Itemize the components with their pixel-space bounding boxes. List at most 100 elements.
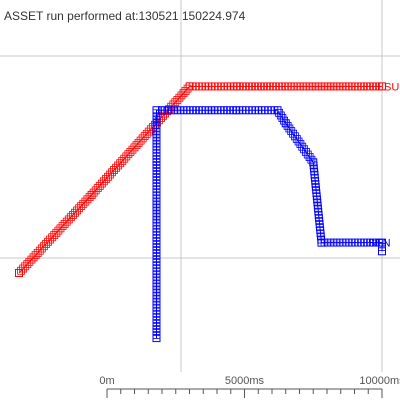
series-line-su [18,85,382,274]
series-sen [152,106,386,343]
sample-marker [169,100,178,109]
sample-marker [116,159,125,168]
sample-marker [66,213,75,222]
sample-marker [27,255,36,264]
sample-marker [29,253,38,262]
sample-marker [46,235,55,244]
sample-marker [124,150,133,159]
sample-marker [112,163,121,172]
sample-marker [37,244,46,253]
sample-marker [183,84,192,93]
sample-marker [48,233,57,242]
sample-marker [44,237,52,246]
sample-marker [307,155,316,164]
x-tick-label: 10000ms [359,375,400,387]
sample-marker [58,222,67,231]
sample-marker [106,170,114,179]
sample-marker [95,181,104,190]
grid [0,0,400,372]
sample-marker [181,87,190,95]
sample-marker [101,175,110,183]
sample-marker [83,195,92,204]
data-point [15,269,23,277]
data-point [378,247,386,256]
chart-title: ASSET run performed at:130521 150224.974 [4,9,246,23]
sample-marker [17,266,25,275]
sample-marker [375,238,383,247]
sample-marker [114,161,123,170]
sample-marker [62,217,71,226]
sample-marker [60,219,69,228]
series-label-su: SU [384,81,399,93]
x-axis: 0m 5000ms 10000ms [99,375,400,398]
data-point [87,190,96,199]
sample-marker [270,106,279,115]
sample-marker [173,96,182,104]
sample-marker [54,226,63,235]
sample-marker [35,246,44,255]
sample-marker [85,193,94,202]
sample-marker [23,260,32,268]
sample-marker [39,242,48,251]
sample-marker [157,114,165,122]
sample-marker [91,186,100,195]
sample-marker [136,136,145,145]
sample-marker [138,134,147,143]
series-labels: SU SEN [368,81,399,249]
sample-marker [77,202,86,210]
sample-marker [179,89,188,98]
sample-marker [118,157,127,165]
sample-marker [122,152,131,161]
sample-marker [375,82,383,91]
x-axis-tick-labels: 0m 5000ms 10000ms [99,375,400,387]
sample-marker [31,251,40,260]
sample-marker [130,143,139,152]
sample-marker [89,188,98,197]
sample-marker [42,240,50,248]
sample-marker [52,228,61,237]
sample-marker [134,138,143,147]
sample-marker [25,257,34,266]
sample-marker [177,91,186,100]
sample-marker [140,132,149,141]
sample-marker [152,109,161,118]
series-label-sen: SEN [368,238,391,250]
sample-marker [71,208,79,217]
sample-marker [120,154,129,163]
sample-marker [132,141,141,150]
x-axis-ticks [106,389,383,398]
sample-marker [56,224,65,233]
series-line-sen [156,109,383,339]
sample-marker [128,145,137,154]
sample-marker [79,199,88,208]
sample-marker [144,127,153,136]
sample-marker [64,215,73,224]
sample-marker [229,106,238,115]
sample-marker [73,206,81,215]
sample-marker [305,153,314,162]
sample-marker [142,129,151,138]
sample-marker [93,184,102,192]
sample-marker [69,211,77,219]
x-tick-label: 0m [99,375,114,387]
sample-marker [175,93,184,102]
sample-marker [50,231,59,239]
sample-marker [81,197,90,206]
sample-marker [19,264,28,273]
series-su [15,82,386,277]
sample-marker [378,243,386,251]
sample-marker [110,166,118,174]
sample-marker [97,179,106,188]
sample-marker [75,204,84,213]
sample-marker [104,172,112,181]
sample-marker [21,262,30,271]
sample-marker [99,177,108,186]
x-tick-label: 5000ms [225,375,265,387]
sample-marker [108,168,116,177]
series-layer [15,82,386,343]
sample-marker [229,82,238,91]
sample-marker [171,98,180,107]
sample-marker [278,114,287,122]
sample-marker [126,148,135,156]
